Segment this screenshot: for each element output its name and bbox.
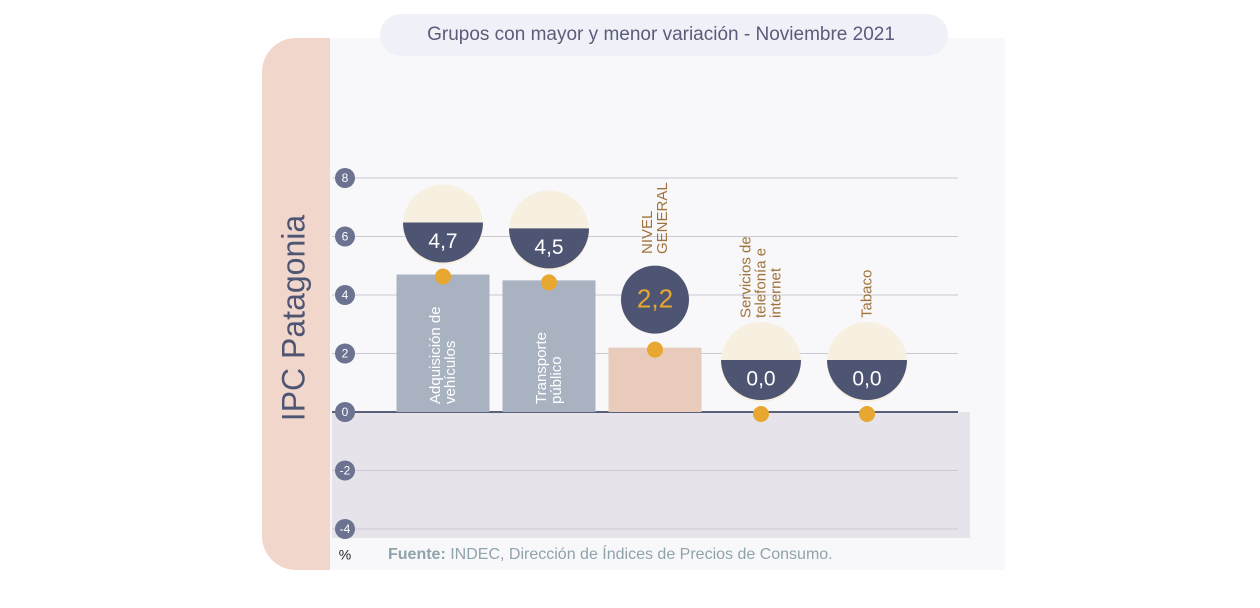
y-tick-label: 4 xyxy=(342,288,349,302)
source: Fuente: INDEC, Dirección de Índices de P… xyxy=(388,544,833,563)
y-tick-badge xyxy=(335,402,355,422)
value-dot xyxy=(753,406,769,422)
value-label: 2,2 xyxy=(637,284,673,314)
bar xyxy=(608,347,702,412)
y-tick-label: 0 xyxy=(342,405,349,419)
category-label: Servicios de telefonía e internet xyxy=(737,236,785,318)
y-tick-badge xyxy=(335,285,355,305)
y-tick-label: -4 xyxy=(340,522,351,536)
category-label: Transporte público xyxy=(533,332,565,404)
y-tick-badge xyxy=(335,460,355,481)
category-label: NIVEL GENERAL xyxy=(639,181,671,254)
badge-bottom xyxy=(509,228,589,269)
title-pill xyxy=(380,14,948,56)
value-dot xyxy=(541,274,557,291)
badge-bottom xyxy=(721,360,801,400)
value-label: 0,0 xyxy=(746,368,775,391)
value-label: 4,5 xyxy=(534,236,563,259)
y-tick-label: 2 xyxy=(342,347,349,361)
bar xyxy=(396,274,490,412)
category-label: Tabaco xyxy=(858,269,876,318)
badge-bottom xyxy=(403,222,483,263)
side-label: IPC Patagonia xyxy=(275,215,311,422)
y-tick-badge xyxy=(335,168,355,188)
value-label: 4,7 xyxy=(428,230,457,253)
y-tick-badge xyxy=(335,519,355,539)
y-tick-label: 8 xyxy=(342,171,349,185)
source-text: INDEC, Dirección de Índices de Precios d… xyxy=(450,544,832,563)
y-tick-badge xyxy=(335,343,355,364)
source-label: Fuente: xyxy=(388,546,446,563)
bar xyxy=(502,280,596,412)
y-tick-label: -2 xyxy=(340,464,351,478)
badge-bottom xyxy=(827,360,907,400)
value-label: 0,0 xyxy=(852,368,881,391)
y-tick-badge xyxy=(335,226,355,247)
value-dot xyxy=(859,406,875,422)
y-tick-label: 6 xyxy=(342,230,349,244)
negative-zone xyxy=(332,412,970,538)
badge xyxy=(621,265,689,334)
chart-title: Grupos con mayor y menor variación - Nov… xyxy=(427,24,895,45)
value-dot xyxy=(435,268,451,285)
unit-label: % xyxy=(339,547,351,563)
value-dot xyxy=(647,341,663,358)
category-label: Adquisición de vehículos xyxy=(427,306,459,404)
